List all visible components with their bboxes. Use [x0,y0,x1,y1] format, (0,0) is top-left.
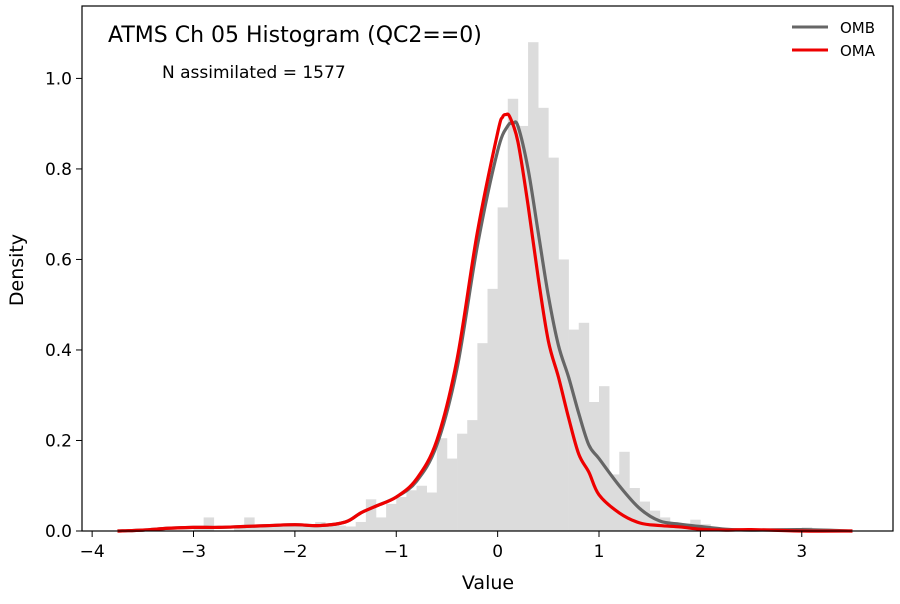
y-tick-label: 0.2 [45,431,72,451]
histogram-bar [355,521,367,531]
legend-label-omb: OMB [840,19,875,37]
histogram-bar [426,492,438,531]
histogram-bar [446,458,458,531]
histogram-bar [325,524,336,531]
histogram-bar [193,528,204,531]
histogram-bar [335,525,346,531]
histogram-bar [477,343,488,531]
histogram-bar [680,527,691,531]
histogram-bar [568,329,580,531]
histogram-bar [305,525,316,531]
x-tick-label: −2 [282,542,307,562]
y-tick-label: 0.8 [45,160,72,180]
histogram-bar [294,524,306,531]
histogram-bar [467,420,478,531]
legend-label-oma: OMA [840,42,876,60]
n-assimilated-annotation: N assimilated = 1577 [162,63,346,83]
histogram-bar [528,42,539,531]
histogram-bar [457,433,468,531]
histogram-bar [599,386,610,531]
histogram-bar [244,517,255,531]
y-tick-label: 0.4 [45,341,72,361]
x-tick-label: 1 [594,542,605,562]
x-tick-label: −4 [80,542,105,562]
histogram-bar [284,524,296,531]
histogram-bar [345,526,357,531]
histogram-bar [487,288,498,531]
histogram-bar [203,517,215,531]
x-tick-label: −3 [181,542,206,562]
histogram-bar [396,497,407,531]
histogram-bar [436,438,448,531]
histogram-bar [588,402,600,531]
y-tick-label: 0.0 [45,522,72,542]
histogram-bar [365,499,377,531]
x-axis-ticks: −4 −3 −2 −1 0 1 2 3 [80,531,807,562]
histogram-bar [649,510,661,531]
x-tick-label: 3 [796,542,807,562]
histogram-bar [517,125,529,531]
y-tick-label: 0.6 [45,250,72,270]
x-tick-label: 2 [695,542,706,562]
legend: OMB OMA [792,19,876,60]
plot-frame [81,5,894,532]
x-tick-label: −1 [384,542,409,562]
histogram-bar [274,525,286,531]
histogram-bar [609,474,620,531]
histogram-bar [234,528,245,531]
histogram-bar [254,525,265,531]
histogram-bar [507,98,519,531]
y-tick-label: 1.0 [45,69,72,89]
histogram-bar [639,501,650,531]
histogram-bar [386,503,397,531]
histogram-bar [497,207,509,531]
histogram-bar [629,488,640,531]
chart-title: ATMS Ch 05 Histogram (QC2==0) [108,23,482,48]
histogram-bar [659,517,671,531]
y-axis-label: Density [6,234,28,306]
histogram-bar [406,490,417,531]
histogram-bar [548,157,559,531]
histogram-bar [264,525,275,531]
x-tick-label: 0 [492,542,503,562]
density-lines [117,112,853,533]
histogram-bar [416,485,427,531]
x-axis-label: Value [462,572,514,594]
density-line-oma [117,112,853,533]
y-axis-ticks: 0.0 0.2 0.4 0.6 0.8 1.0 [45,69,82,542]
histogram-bar [375,517,387,531]
